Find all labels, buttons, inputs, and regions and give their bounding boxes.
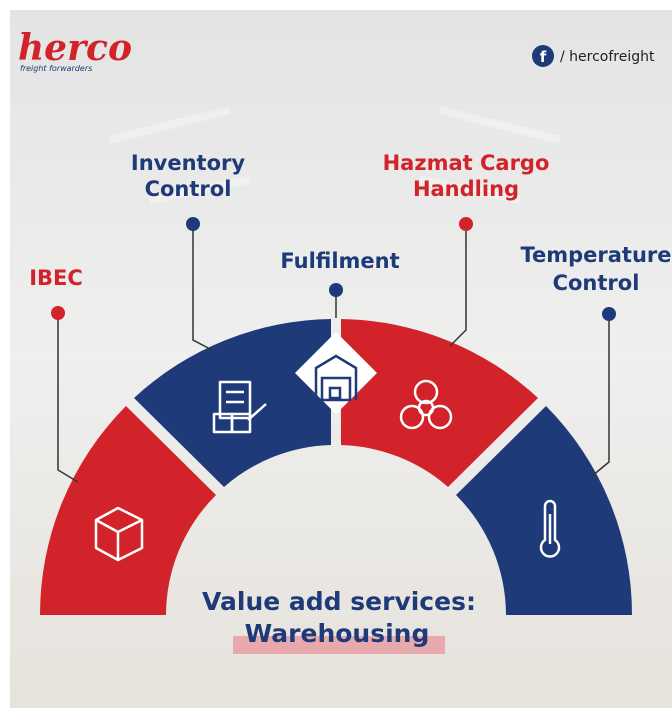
logo: herco xyxy=(18,27,132,69)
social-handle: / hercofreight xyxy=(560,49,655,65)
callout-dot xyxy=(602,307,616,321)
callout-dot xyxy=(459,217,473,231)
service-label: Control xyxy=(553,271,640,295)
footer-subtitle: Warehousing xyxy=(245,619,430,648)
service-label: Handling xyxy=(413,177,519,201)
facebook-f: f xyxy=(540,48,547,66)
service-label: Hazmat Cargo xyxy=(383,151,550,175)
infographic: herco freight forwarders f / hercofreigh… xyxy=(0,0,672,718)
callout-dot xyxy=(186,217,200,231)
callout-dot xyxy=(329,283,343,297)
service-label: IBEC xyxy=(29,266,83,290)
service-label: Control xyxy=(145,177,232,201)
service-label: Temperature xyxy=(520,243,671,267)
service-label: Fulfilment xyxy=(280,249,399,273)
callout-dot xyxy=(51,306,65,320)
footer-title: Value add services: xyxy=(202,587,476,616)
service-label: Inventory xyxy=(131,151,245,175)
logo-tagline: freight forwarders xyxy=(20,64,92,73)
